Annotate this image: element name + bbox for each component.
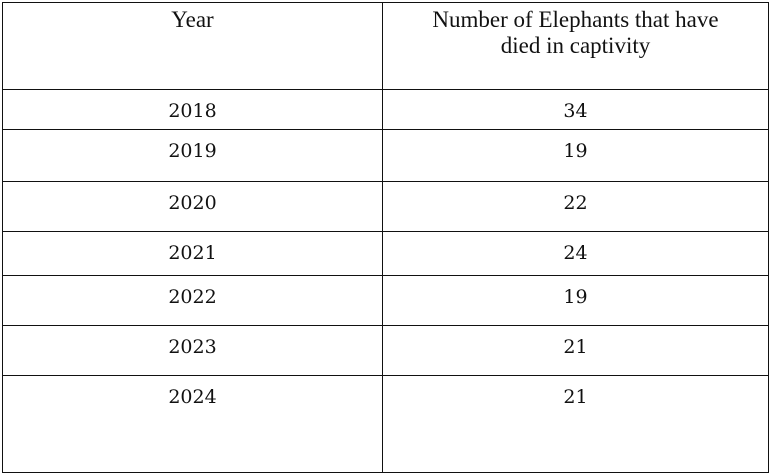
- year-cell: 2024: [2, 375, 383, 473]
- table-row: 2018 34: [2, 89, 769, 130]
- table-row: 2023 21: [2, 325, 769, 376]
- table-row: 2021 24: [2, 231, 769, 276]
- year-cell: 2020: [2, 181, 383, 232]
- table-row: 2022 19: [2, 275, 769, 326]
- count-cell: 24: [382, 231, 769, 276]
- count-cell: 22: [382, 181, 769, 232]
- count-cell: 19: [382, 129, 769, 182]
- table-row: 2019 19: [2, 129, 769, 182]
- header-cell: Year: [2, 2, 383, 90]
- year-cell: 2023: [2, 325, 383, 376]
- count-cell: 21: [382, 375, 769, 473]
- table-body: 2018 34 2019 19 2020 22 2021 24 2022 19 2023 21 2024…: [2, 89, 769, 473]
- year-cell: 2022: [2, 275, 383, 326]
- table-row: 2024 21: [2, 375, 769, 473]
- header-row: Year Number of Elephants that have died …: [2, 2, 769, 90]
- header-text: Number of Elephants that have died in ca…: [432, 7, 719, 58]
- count-cell: 34: [382, 89, 769, 130]
- year-cell: 2019: [2, 129, 383, 182]
- header-text: Year: [171, 7, 214, 32]
- year-cell: 2018: [2, 89, 383, 130]
- table-row: 2020 22: [2, 181, 769, 232]
- count-cell: 21: [382, 325, 769, 376]
- count-cell: 19: [382, 275, 769, 326]
- header-cell: Number of Elephants that have died in ca…: [382, 2, 769, 90]
- year-cell: 2021: [2, 231, 383, 276]
